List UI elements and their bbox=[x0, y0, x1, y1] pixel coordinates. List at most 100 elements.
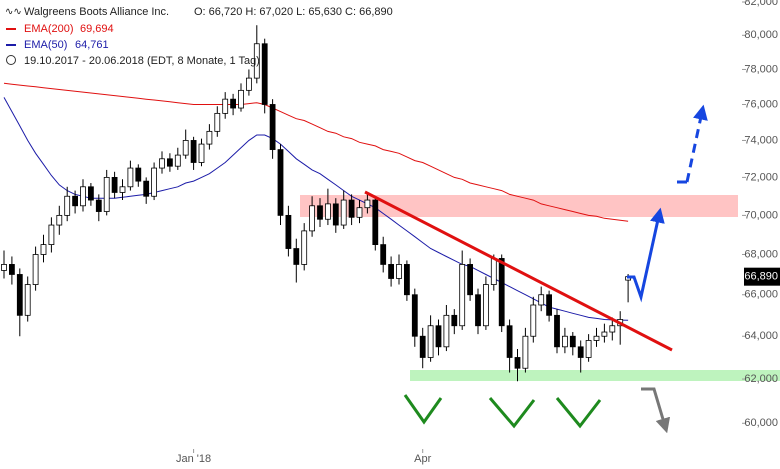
chart-title: Walgreens Boots Alliance Inc. bbox=[24, 6, 169, 18]
candle-body bbox=[206, 130, 213, 145]
y-tick-label: 70,000 bbox=[744, 209, 778, 221]
clock-icon bbox=[6, 55, 16, 65]
candle-body bbox=[317, 205, 323, 220]
plot bbox=[1, 25, 631, 382]
candle-body bbox=[174, 154, 181, 167]
icon: ∿∿ bbox=[5, 7, 22, 18]
y-tick-label: 74,000 bbox=[744, 134, 778, 146]
support-zone bbox=[410, 370, 780, 381]
candle-body bbox=[609, 325, 616, 333]
candle-body bbox=[1, 264, 7, 271]
candle-body bbox=[538, 294, 545, 306]
down-arrow bbox=[641, 387, 671, 434]
candle-body bbox=[546, 294, 552, 316]
candle-body bbox=[451, 314, 458, 327]
candle-body bbox=[467, 264, 474, 296]
candle-body bbox=[396, 264, 402, 279]
zones bbox=[300, 195, 780, 381]
candle-body bbox=[72, 195, 78, 207]
y-tick-label: 64,000 bbox=[744, 330, 778, 342]
candle-body bbox=[514, 357, 521, 369]
resistance-zone bbox=[300, 195, 738, 217]
candle-body bbox=[577, 346, 584, 358]
candle-body bbox=[277, 149, 284, 216]
y-tick-label: 78,000 bbox=[744, 63, 778, 75]
trend-line bbox=[364, 190, 673, 352]
y-tick-label: 68,000 bbox=[744, 248, 778, 260]
candle-body bbox=[348, 199, 355, 218]
candle-body bbox=[443, 314, 450, 348]
candle-body bbox=[135, 167, 142, 182]
candle-body bbox=[198, 143, 205, 163]
candle-body bbox=[482, 284, 489, 327]
candle-body bbox=[159, 158, 165, 169]
candle-body bbox=[340, 199, 347, 226]
candle-body bbox=[419, 335, 426, 358]
candle-body bbox=[459, 264, 466, 327]
candle-body bbox=[475, 294, 481, 327]
candle-body bbox=[238, 89, 244, 109]
v-mark bbox=[555, 397, 602, 429]
candle-body bbox=[506, 325, 513, 358]
candle-body bbox=[190, 140, 197, 163]
v-mark bbox=[488, 397, 536, 429]
candle-body bbox=[166, 158, 173, 167]
y-tick-label: 62,000 bbox=[744, 373, 778, 385]
candle-body bbox=[601, 331, 608, 337]
candle-body bbox=[64, 195, 71, 216]
candle-body bbox=[435, 325, 442, 348]
candle-body bbox=[143, 180, 150, 197]
y-tick-label: 76,000 bbox=[744, 98, 778, 110]
candle-body bbox=[40, 244, 47, 255]
legend-label: EMA(200) bbox=[24, 23, 74, 35]
ema-line bbox=[3, 82, 629, 222]
candle-body bbox=[253, 43, 260, 79]
legend-label: EMA(50) bbox=[24, 39, 67, 51]
candle-body bbox=[269, 104, 276, 150]
candle-body bbox=[8, 264, 15, 275]
candle-body bbox=[119, 186, 126, 193]
candle-body bbox=[593, 335, 600, 341]
candle-body bbox=[16, 274, 23, 316]
candle-body bbox=[554, 314, 560, 348]
candle-body bbox=[48, 224, 55, 245]
candle-body bbox=[324, 203, 331, 220]
y-tick-label: 60,000 bbox=[744, 417, 778, 429]
y-tick-label: 82,000 bbox=[744, 0, 778, 8]
candle-body bbox=[111, 176, 118, 193]
legend-value: 69,694 bbox=[80, 23, 114, 35]
legend-value: 64,761 bbox=[75, 39, 109, 51]
candle-body bbox=[427, 325, 434, 358]
candle-body bbox=[411, 294, 418, 337]
candle-body bbox=[222, 98, 229, 114]
candle-body bbox=[214, 112, 221, 132]
candle-body bbox=[56, 214, 63, 226]
candle-body bbox=[24, 284, 31, 316]
range-text: 19.10.2017 - 20.06.2018 (EDT, 8 Monate, … bbox=[24, 55, 260, 67]
candle-body bbox=[522, 335, 529, 369]
candle-body bbox=[562, 335, 568, 348]
candle-body bbox=[230, 98, 237, 109]
candle-body bbox=[403, 264, 410, 296]
candle-body bbox=[530, 304, 537, 337]
candle-body bbox=[388, 264, 395, 279]
legend: ∿∿ Walgreens Boots Alliance Inc. O: 66,7… bbox=[5, 6, 393, 67]
candle-body bbox=[103, 176, 110, 212]
v-mark bbox=[403, 394, 443, 425]
y-tick-label: 72,000 bbox=[744, 171, 778, 183]
last-price-label: 66,890 bbox=[744, 271, 778, 283]
candle-body bbox=[309, 205, 316, 232]
last-price-box bbox=[744, 267, 780, 286]
y-axis: 60,000 62,000 64,000 66,000 68,000 70,000 72,0… bbox=[176, 0, 780, 465]
up-arrow bbox=[627, 207, 665, 303]
candle-body bbox=[380, 244, 387, 265]
candle-body bbox=[293, 248, 300, 265]
candle-body bbox=[301, 230, 308, 265]
up-arrow-dash bbox=[685, 104, 708, 183]
drawings bbox=[364, 104, 708, 434]
candle-body bbox=[285, 214, 292, 249]
x-tick-label: Jan '18 bbox=[176, 453, 211, 465]
